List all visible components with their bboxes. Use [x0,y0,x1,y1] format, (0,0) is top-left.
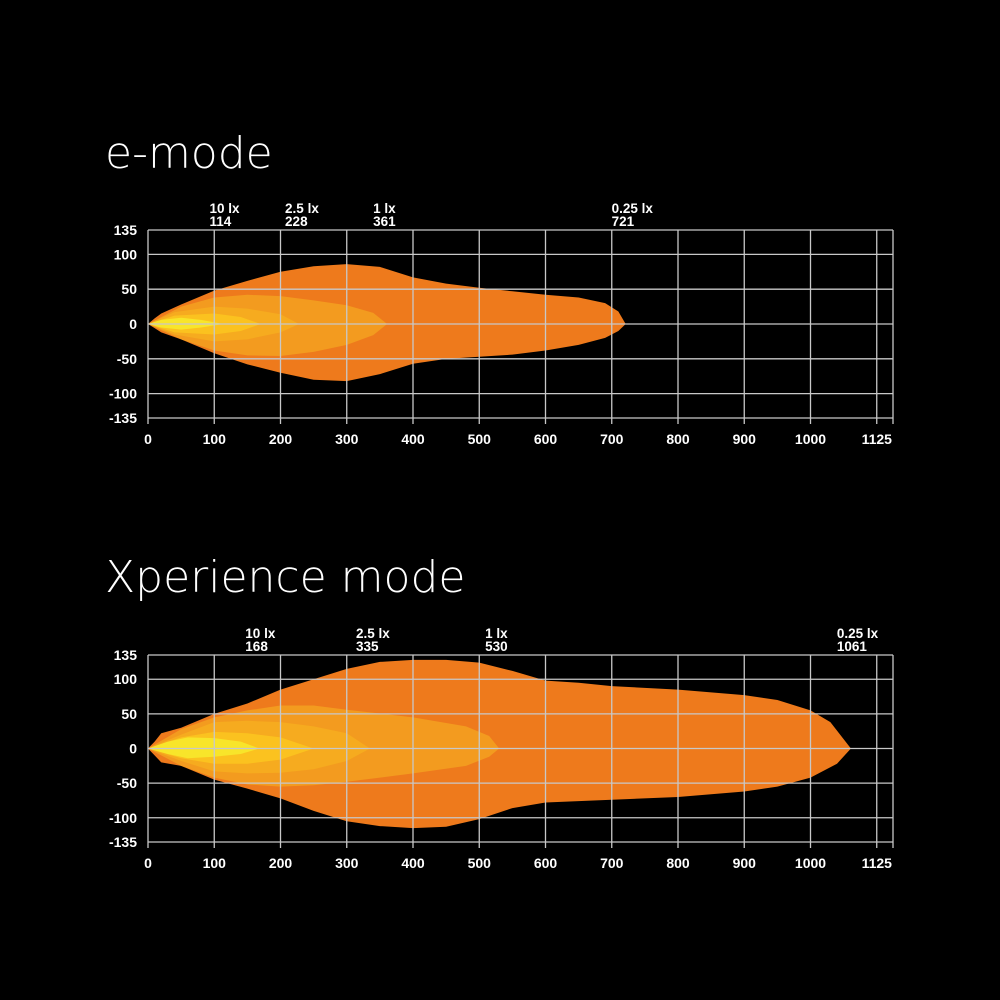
x-tick-label: 600 [534,855,558,871]
isolux-distance-label: 530 [485,639,508,654]
isolux-level-label: 10 lx [210,201,241,216]
y-tick-label: 0 [129,316,137,332]
isolux-distance-label: 114 [210,214,232,229]
x-tick-label: 1000 [795,431,826,447]
y-tick-label: 135 [114,647,138,663]
isolux-level-label: 0.25 lx [837,626,879,641]
isolux-distance-label: 721 [612,214,635,229]
x-tick-label: 700 [600,855,624,871]
chart-title: e-mode [105,128,273,179]
isolux-distance-label: 361 [373,214,396,229]
x-tick-label: 200 [269,431,293,447]
x-tick-label: 1125 [862,431,893,447]
isolux-level-label: 2.5 lx [285,201,319,216]
isolux-contour [148,659,851,829]
y-tick-label: 0 [129,741,137,757]
x-tick-label: 700 [600,431,624,447]
x-tick-label: 800 [666,431,690,447]
x-tick-label: 900 [733,431,757,447]
x-tick-label: 200 [269,855,293,871]
isolux-distance-label: 335 [356,639,379,654]
x-tick-label: 600 [534,431,558,447]
isolux-distance-label: 1061 [837,639,868,654]
x-tick-label: 800 [666,855,690,871]
x-tick-label: 0 [144,431,152,447]
y-tick-label: -100 [109,810,137,826]
isolux-level-label: 10 lx [245,626,276,641]
y-tick-label: -50 [117,351,137,367]
x-tick-label: 300 [335,431,359,447]
y-tick-label: 100 [114,671,138,687]
x-tick-label: 1125 [862,855,893,871]
x-tick-label: 1000 [795,855,826,871]
x-tick-label: 900 [733,855,757,871]
y-tick-label: 50 [121,706,137,722]
isolux-level-label: 1 lx [485,626,508,641]
y-tick-label: -50 [117,775,137,791]
isolux-level-label: 0.25 lx [612,201,654,216]
x-tick-label: 100 [203,855,227,871]
x-tick-label: 100 [203,431,227,447]
isolux-level-label: 1 lx [373,201,396,216]
x-tick-label: 500 [468,431,492,447]
y-tick-label: 50 [121,281,137,297]
x-tick-label: 300 [335,855,359,871]
y-tick-label: 135 [114,222,138,238]
x-tick-label: 400 [401,855,425,871]
isolux-distance-label: 228 [285,214,308,229]
y-tick-label: -135 [109,410,137,426]
y-tick-label: -100 [109,386,137,402]
x-tick-label: 500 [468,855,492,871]
chart-title: Xperience mode [105,552,465,603]
y-tick-label: 100 [114,246,138,262]
y-tick-label: -135 [109,834,137,850]
x-tick-label: 0 [144,855,152,871]
x-tick-label: 400 [401,431,425,447]
isolux-distance-label: 168 [245,639,268,654]
isolux-contour [148,737,260,759]
isolux-level-label: 2.5 lx [356,626,390,641]
